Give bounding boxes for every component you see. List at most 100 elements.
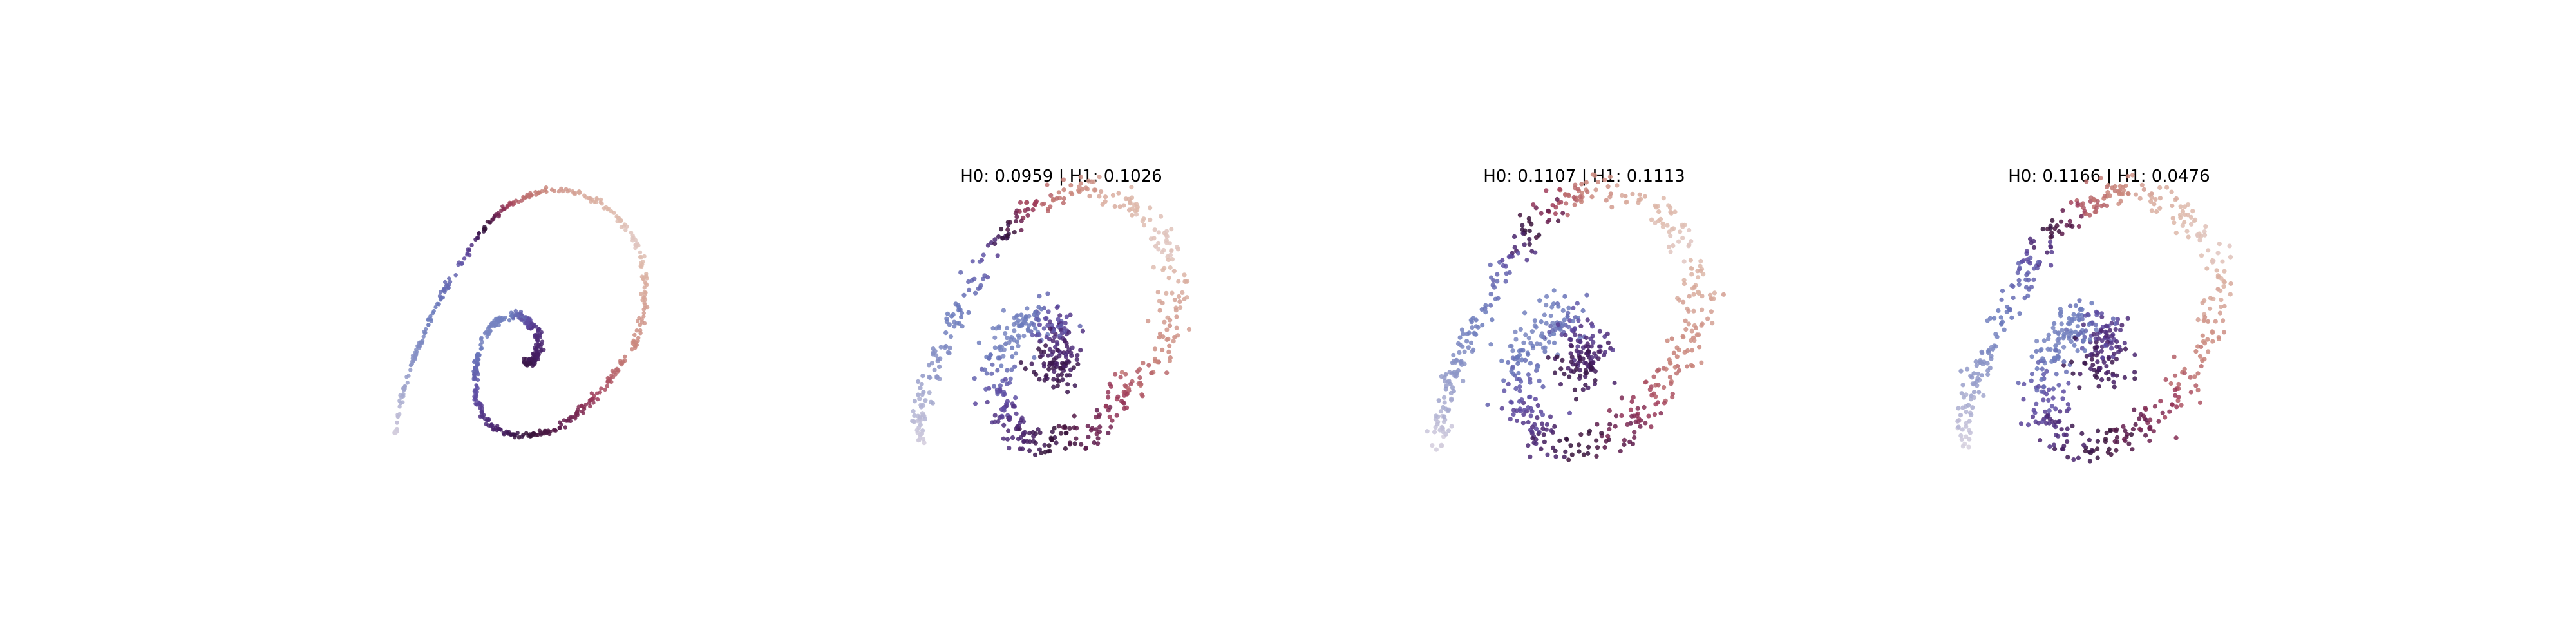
scatter-point xyxy=(638,250,643,255)
panel-title: H0: 0.0959 | H1: 0.1026 xyxy=(960,167,1162,186)
scatter-point xyxy=(2079,307,2085,312)
scatter-point xyxy=(1023,314,1028,319)
scatter-point xyxy=(1527,242,1532,247)
scatter-point xyxy=(2199,344,2204,350)
scatter-point xyxy=(1986,350,1991,355)
scatter-point xyxy=(475,355,479,361)
scatter-point xyxy=(2051,442,2056,448)
scatter-point xyxy=(2075,203,2080,208)
scatter-point xyxy=(1528,413,1533,419)
scatter-point xyxy=(2125,431,2130,437)
scatter-point xyxy=(2174,404,2179,410)
scatter-point xyxy=(1080,187,1085,192)
scatter-point xyxy=(1989,354,1994,359)
scatter-point xyxy=(565,189,570,194)
scatter-point xyxy=(576,408,580,412)
scatter-point xyxy=(2098,175,2103,181)
scatter-point xyxy=(2081,322,2086,327)
scatter-point xyxy=(1010,404,1016,409)
scatter-point xyxy=(1043,316,1048,321)
scatter-point xyxy=(992,335,998,340)
scatter-point xyxy=(1607,426,1612,432)
scatter-point xyxy=(2199,363,2204,369)
scatter-point xyxy=(1510,348,1515,354)
scatter-point xyxy=(1057,313,1063,318)
scatter-point xyxy=(1607,194,1613,200)
scatter-point xyxy=(2060,328,2065,333)
scatter-point xyxy=(2119,323,2125,328)
scatter-point xyxy=(1078,348,1083,353)
scatter-point xyxy=(959,310,965,316)
scatter-point xyxy=(991,384,997,389)
scatter-point xyxy=(1008,376,1013,381)
scatter-point xyxy=(2158,399,2163,404)
scatter-point xyxy=(1577,368,1582,373)
scatter-point xyxy=(982,367,987,372)
scatter-point xyxy=(1088,428,1094,433)
scatter-point xyxy=(582,193,587,198)
scatter-point xyxy=(1025,439,1030,444)
scatter-point xyxy=(1535,415,1540,421)
scatter-point xyxy=(531,351,536,355)
scatter-point xyxy=(2148,417,2153,422)
scatter-point xyxy=(1084,187,1090,192)
scatter-point xyxy=(1985,361,1990,366)
scatter-point xyxy=(912,399,917,404)
scatter-point xyxy=(1677,298,1682,303)
scatter-point xyxy=(1689,337,1694,343)
scatter-point xyxy=(1622,442,1627,448)
scatter-point xyxy=(2053,406,2058,412)
scatter-point xyxy=(2130,426,2136,432)
scatter-point xyxy=(1676,239,1681,244)
scatter-point xyxy=(1590,360,1596,365)
scatter-point xyxy=(1551,340,1557,346)
scatter-point xyxy=(1973,359,1978,365)
scatter-point xyxy=(453,273,458,278)
scatter-point xyxy=(1577,449,1582,454)
scatter-point xyxy=(1005,233,1010,238)
scatter-point xyxy=(402,386,407,391)
scatter-point xyxy=(1544,188,1549,193)
scatter-point xyxy=(1047,346,1052,352)
scatter-point xyxy=(428,314,433,319)
scatter-point xyxy=(1175,245,1180,250)
scatter-point xyxy=(2027,261,2032,266)
scatter-point xyxy=(630,347,634,352)
scatter-point xyxy=(2125,316,2130,321)
scatter-point xyxy=(599,386,603,391)
scatter-point xyxy=(2093,322,2098,327)
scatter-point xyxy=(1992,316,1997,321)
scatter-point xyxy=(1615,183,1620,188)
scatter-point xyxy=(1542,349,1548,354)
scatter-point xyxy=(1172,298,1177,303)
scatter-point xyxy=(2069,200,2074,205)
scatter-point xyxy=(1067,373,1072,378)
scatter-point xyxy=(1499,358,1504,364)
scatter-point xyxy=(1689,239,1694,244)
scatter-point xyxy=(1540,334,1546,340)
scatter-point xyxy=(2083,313,2088,318)
scatter-point xyxy=(1062,326,1067,331)
scatter-point xyxy=(630,236,635,240)
scatter-point xyxy=(1669,381,1674,386)
scatter-point xyxy=(1056,317,1061,322)
scatter-point xyxy=(2156,419,2161,424)
scatter-point xyxy=(911,408,916,414)
scatter-point xyxy=(1133,212,1139,217)
scatter-point xyxy=(1107,414,1112,419)
scatter-point xyxy=(1021,334,1027,339)
scatter-point xyxy=(2047,408,2052,413)
scatter-point xyxy=(1537,298,1542,303)
scatter-point xyxy=(1051,377,1056,382)
scatter-point xyxy=(1027,430,1032,436)
scatter-point xyxy=(603,387,607,392)
scatter-point xyxy=(395,413,400,417)
scatter-point xyxy=(527,193,531,198)
scatter-point xyxy=(1054,305,1059,310)
scatter-point xyxy=(2083,361,2088,366)
scatter-point xyxy=(2087,322,2092,327)
scatter-point xyxy=(565,419,571,423)
scatter-point xyxy=(1960,383,1965,388)
scatter-point xyxy=(2133,192,2138,197)
scatter-point xyxy=(1016,437,1021,442)
